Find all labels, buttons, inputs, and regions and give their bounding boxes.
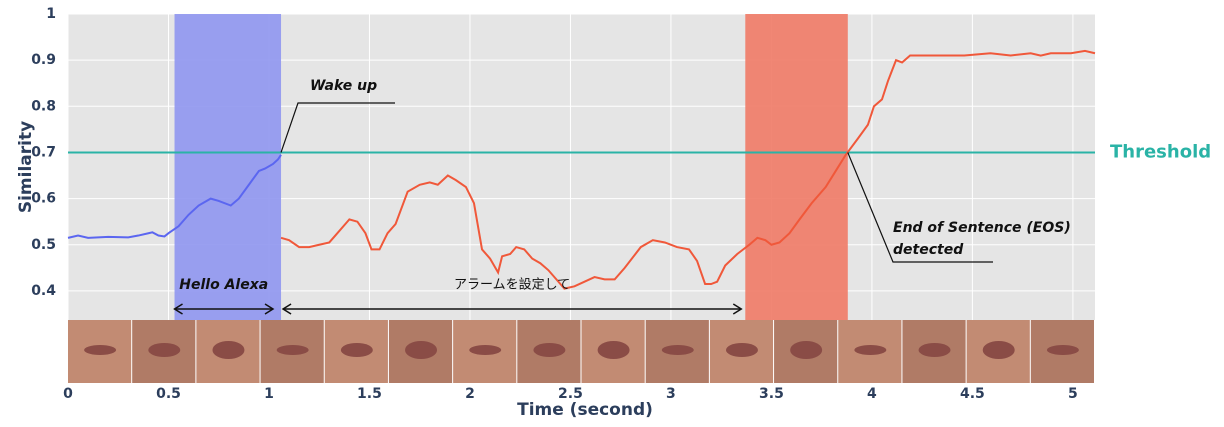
face-mouth [148, 343, 180, 357]
face-frame [325, 320, 388, 383]
face-mouth [983, 341, 1015, 359]
highlight-region [745, 14, 847, 320]
face-frame [710, 320, 773, 383]
face-frame [582, 320, 645, 383]
face-mouth [919, 343, 951, 357]
face-mouth [277, 345, 309, 355]
face-frame [453, 320, 516, 383]
x-axis-title: Time (second) [517, 400, 653, 420]
face-mouth [662, 345, 694, 355]
x-tick-label: 1 [264, 386, 274, 402]
y-tick-label: 0.9 [31, 52, 56, 68]
chart: Similarity Time (second) 00.511.522.533.… [0, 0, 1224, 423]
y-tick-label: 0.6 [31, 191, 56, 207]
face-mouth [84, 345, 116, 355]
x-tick-label: 0 [63, 386, 73, 402]
face-mouth [533, 343, 565, 357]
annotation-eos: detected [893, 242, 964, 258]
x-tick-label: 4.5 [960, 386, 985, 402]
y-tick-label: 1 [46, 6, 56, 22]
face-frame [196, 320, 259, 383]
face-mouth [341, 343, 373, 357]
face-mouth [854, 345, 886, 355]
y-tick-label: 0.7 [31, 144, 56, 160]
x-tick-label: 3 [666, 386, 676, 402]
face-frame [132, 320, 195, 383]
x-tick-label: 2 [465, 386, 475, 402]
face-mouth [212, 341, 244, 359]
face-frame [646, 320, 709, 383]
face-frame [774, 320, 837, 383]
face-frame [261, 320, 324, 383]
x-tick-label: 1.5 [357, 386, 382, 402]
face-mouth [405, 341, 437, 359]
y-tick-label: 0.5 [31, 237, 56, 253]
face-frame [902, 320, 965, 383]
annotation-eos: End of Sentence (EOS) [893, 220, 1071, 236]
y-tick-label: 0.4 [31, 283, 56, 299]
face-mouth [1047, 345, 1079, 355]
face-mouth [790, 341, 822, 359]
face-frame [838, 320, 901, 383]
x-tick-label: 0.5 [156, 386, 181, 402]
face-frame [389, 320, 452, 383]
face-frame [1031, 320, 1094, 383]
x-tick-label: 4 [867, 386, 877, 402]
x-tick-label: 3.5 [759, 386, 784, 402]
annotation-wake: Wake up [310, 78, 377, 94]
face-mouth [598, 341, 630, 359]
highlight-region [175, 14, 282, 320]
threshold-label: Threshold [1110, 141, 1211, 162]
face-frame [967, 320, 1030, 383]
face-mouth [726, 343, 758, 357]
face-frame [68, 320, 131, 383]
face-mouth [469, 345, 501, 355]
face-frame [517, 320, 580, 383]
annotation-command: アラームを設定して [454, 277, 570, 293]
y-tick-label: 0.8 [31, 98, 56, 114]
x-tick-label: 2.5 [558, 386, 583, 402]
annotation-hello: Hello Alexa [179, 277, 268, 293]
x-tick-label: 5 [1068, 386, 1078, 402]
